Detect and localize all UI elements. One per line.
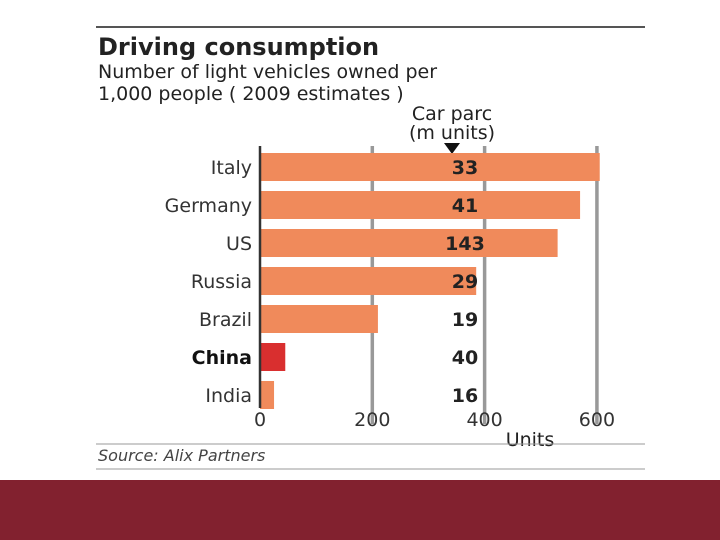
car-parc-label-china: 40 [452, 347, 478, 369]
bars [260, 153, 600, 409]
category-label-china: China [192, 347, 252, 369]
car-parc-header: Car parc [412, 103, 492, 125]
category-label-india: India [205, 385, 252, 407]
chart-title: Driving consumption [98, 33, 379, 61]
x-tick-labels: 0 200 400 600 [254, 409, 615, 431]
car-parc-label-us: 143 [445, 233, 485, 255]
source-note: Source: Alix Partners [98, 446, 265, 465]
bar-china [260, 343, 286, 371]
x-tick-label-400: 400 [466, 409, 502, 431]
footer-band-tab [0, 497, 96, 540]
chart-subtitle-line-2: 1,000 people ( 2009 estimates ) [98, 83, 404, 105]
car-parc-marker-icon [444, 143, 460, 154]
car-parc-units: (m units) [409, 122, 495, 144]
category-label-brazil: Brazil [199, 309, 252, 331]
car-parc-label-russia: 29 [452, 271, 478, 293]
x-tick-label-0: 0 [254, 409, 266, 431]
car-parc-label-germany: 41 [452, 195, 478, 217]
car-parc-labels: 33 41 143 29 19 40 16 [445, 157, 485, 407]
bar-italy [260, 153, 600, 181]
bar-india [260, 381, 275, 409]
bar-brazil [260, 305, 378, 333]
bar-us [260, 229, 558, 257]
bar-germany [260, 191, 581, 219]
chart-subtitle-line-1: Number of light vehicles owned per [98, 61, 437, 83]
x-tick-label-200: 200 [354, 409, 390, 431]
car-parc-label-india: 16 [452, 385, 478, 407]
car-parc-label-brazil: 19 [452, 309, 478, 331]
category-label-italy: Italy [211, 157, 252, 179]
category-label-germany: Germany [165, 195, 252, 217]
category-label-us: US [226, 233, 252, 255]
category-label-russia: Russia [191, 271, 252, 293]
category-labels: Italy Germany US Russia Brazil China India [165, 157, 252, 407]
footer-band [0, 480, 720, 540]
x-axis-label: Units [506, 429, 555, 451]
car-parc-label-italy: 33 [452, 157, 478, 179]
x-tick-label-600: 600 [579, 409, 615, 431]
bar-russia [260, 267, 477, 295]
